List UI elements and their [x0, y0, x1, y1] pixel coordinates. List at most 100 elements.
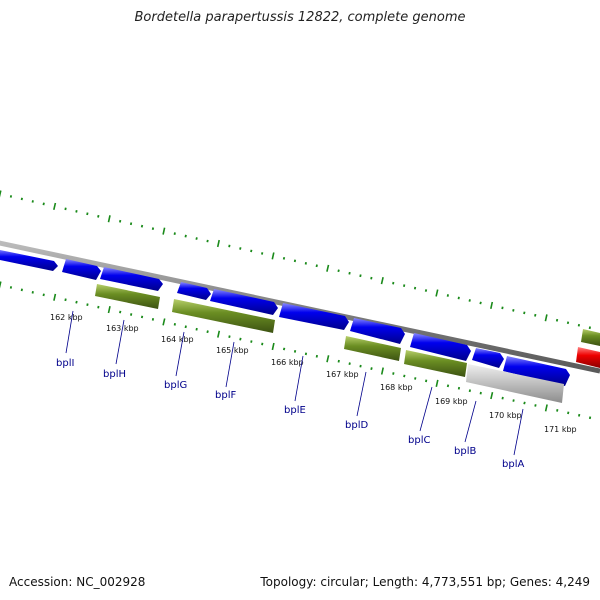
major-tick [271, 342, 275, 351]
minor-tick [20, 288, 23, 292]
leader-line [115, 319, 125, 365]
major-tick [53, 293, 57, 301]
minor-tick [370, 367, 373, 371]
major-tick [435, 289, 439, 297]
leader-line [65, 310, 74, 354]
minor-tick [31, 291, 34, 294]
minor-tick [315, 354, 318, 358]
minor-tick [359, 274, 362, 278]
minor-tick [359, 364, 362, 368]
leader-line [356, 371, 367, 417]
minor-tick [97, 305, 100, 309]
minor-tick [86, 303, 89, 306]
minor-tick [75, 210, 78, 213]
gene-label: bplD [345, 420, 368, 431]
leader-line [419, 386, 433, 432]
minor-tick [392, 372, 395, 375]
minor-tick [129, 222, 133, 226]
major-tick [326, 355, 330, 363]
minor-tick [479, 391, 482, 395]
minor-tick [370, 276, 373, 280]
minor-tick [512, 399, 515, 402]
major-tick [0, 281, 2, 289]
gene-label: bplF [215, 390, 236, 401]
gene-label: bplB [454, 446, 476, 457]
minor-tick [20, 197, 23, 201]
gene-arrow [177, 282, 211, 300]
minor-tick [337, 359, 340, 363]
minor-tick [392, 281, 395, 285]
major-tick [162, 318, 166, 326]
rna-features [576, 347, 600, 368]
minor-tick [9, 195, 13, 198]
minor-tick [446, 294, 449, 297]
gene-labels: bplI bplH bplG bplF bplE bplD bplC bplB … [56, 358, 524, 470]
minor-tick [304, 262, 307, 265]
kbp-tick-label: 168 kbp [380, 383, 413, 392]
gene-label: bplC [408, 435, 430, 446]
minor-tick [42, 293, 45, 297]
minor-tick [567, 411, 570, 415]
minor-tick [239, 337, 242, 341]
major-tick [107, 306, 111, 314]
minor-tick [239, 247, 242, 250]
minor-tick [151, 227, 155, 230]
gene-arrow [62, 259, 101, 280]
major-tick [435, 379, 439, 387]
gene-block [344, 336, 401, 361]
gene-label: bplA [502, 459, 524, 470]
minor-tick [588, 416, 592, 420]
minor-tick [555, 318, 559, 322]
minor-tick [577, 323, 581, 327]
minor-tick [523, 311, 526, 315]
gene-arrow [472, 348, 504, 368]
gene-arrow [100, 267, 163, 291]
minor-tick [250, 340, 253, 343]
minor-tick [86, 212, 89, 216]
minor-tick [446, 384, 450, 388]
major-tick [326, 264, 330, 272]
minor-tick [42, 202, 45, 206]
minor-tick [206, 330, 209, 334]
minor-tick [468, 389, 471, 393]
gene-arrow [350, 318, 405, 344]
minor-tick [566, 321, 570, 325]
gene-label: bplE [284, 405, 306, 416]
gene-arrow [410, 333, 471, 361]
kbp-tick-label: 164 kbp [161, 335, 194, 344]
gene-label: bplG [164, 380, 187, 391]
leader-line [294, 355, 304, 402]
minor-tick [293, 350, 297, 353]
pseudogene-features [466, 364, 564, 403]
kbp-tick-label: 162 kbp [50, 313, 83, 322]
gene-label-leaders [65, 310, 524, 456]
minor-tick [184, 234, 187, 238]
gene-label: bplI [56, 358, 74, 369]
leader-line [513, 408, 524, 456]
forward-strand-features [0, 250, 570, 386]
accession-text: Accession: NC_002928 [9, 575, 146, 589]
kbp-tick-label: 169 kbp [435, 397, 468, 406]
major-tick [216, 239, 220, 248]
minor-tick [151, 318, 155, 321]
major-tick [53, 202, 57, 210]
major-tick [544, 314, 548, 322]
minor-tick [468, 299, 471, 302]
minor-tick [556, 409, 559, 412]
minor-tick [119, 219, 122, 223]
minor-tick [250, 249, 253, 253]
minor-tick [413, 286, 417, 290]
kbp-tick-label: 171 kbp [544, 425, 577, 434]
map-title: Bordetella parapertussis 12822, complete… [134, 10, 466, 25]
minor-tick [184, 325, 187, 329]
major-tick [380, 277, 384, 285]
major-tick [107, 215, 111, 223]
minor-tick [173, 323, 176, 326]
minor-tick [512, 309, 515, 312]
minor-tick [403, 284, 406, 287]
minor-tick [75, 300, 78, 304]
major-tick [490, 301, 494, 309]
minor-tick [119, 310, 122, 314]
minor-tick [140, 315, 144, 319]
